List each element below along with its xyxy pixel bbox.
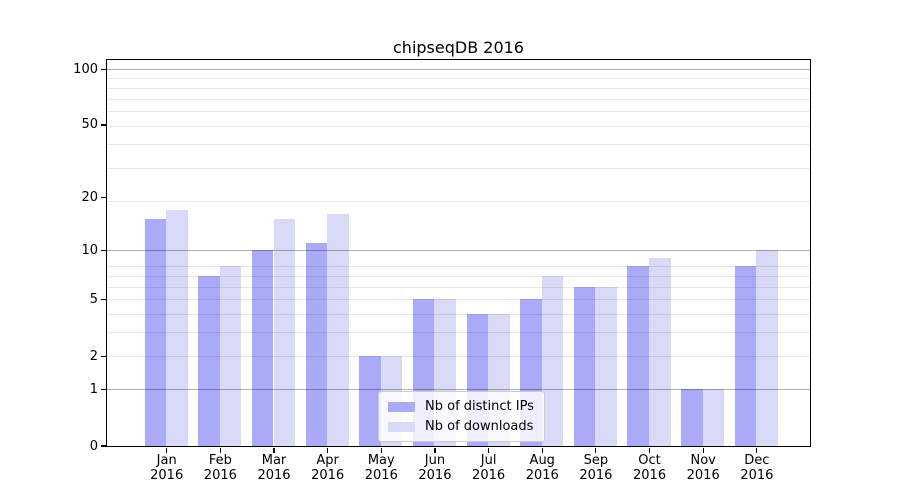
legend-swatch-downloads (388, 421, 415, 432)
x-tick-label-nov: Nov 2016 (686, 453, 720, 483)
y-tick-label-10: 10 (81, 242, 98, 258)
bar-may-distinct-ips (359, 355, 381, 446)
plot-area (105, 58, 811, 447)
x-tick-mark-apr (327, 447, 329, 453)
x-tick-label-jan: Jan 2016 (150, 453, 184, 483)
y-tick-mark-100 (100, 68, 106, 70)
bar-apr-distinct-ips (305, 242, 328, 446)
x-tick-mark-sep (595, 447, 597, 453)
x-tick-mark-nov (702, 447, 704, 453)
bar-mar-downloads (273, 219, 296, 446)
y-tick-mark-2 (100, 355, 106, 357)
y-tick-mark-1 (100, 388, 106, 390)
y-tick-label-5: 5 (89, 292, 98, 308)
legend-item-downloads: Nb of downloads (388, 419, 534, 434)
x-tick-mark-feb (219, 447, 221, 453)
x-tick-label-sep: Sep 2016 (579, 453, 613, 483)
x-tick-label-may: May 2016 (364, 453, 398, 483)
bar-mar-distinct-ips (251, 249, 274, 446)
legend-swatch-distinct-ips (388, 401, 415, 412)
legend-item-distinct-ips: Nb of distinct IPs (388, 399, 534, 414)
gridline-minor-39 (106, 144, 810, 146)
x-tick-label-aug: Aug 2016 (525, 453, 559, 483)
gridline-minor-49 (106, 126, 810, 128)
gridline-major-1 (106, 388, 810, 390)
bar-feb-distinct-ips (198, 275, 220, 446)
gridline-minor-6 (106, 286, 810, 288)
legend: Nb of distinct IPs Nb of downloads (378, 391, 545, 442)
x-tick-mark-jan (166, 447, 168, 453)
y-tick-label-1: 1 (89, 381, 98, 397)
x-tick-label-oct: Oct 2016 (633, 453, 667, 483)
gridline-minor-29 (106, 167, 810, 169)
gridline-minor-19 (106, 200, 810, 202)
bar-sep-downloads (595, 286, 617, 446)
y-tick-mark-10 (100, 249, 106, 251)
gridline-minor-5 (106, 299, 810, 301)
gridline-minor-59 (106, 111, 810, 113)
gridline-major-100 (106, 68, 810, 70)
y-tick-label-50: 50 (81, 117, 98, 133)
legend-label-downloads: Nb of downloads (425, 419, 534, 434)
bar-jan-downloads (166, 209, 188, 446)
bar-aug-downloads (541, 275, 564, 446)
x-tick-label-dec: Dec 2016 (740, 453, 774, 483)
bar-oct-distinct-ips (627, 266, 650, 446)
bar-oct-downloads (649, 257, 671, 446)
y-tick-mark-0 (100, 445, 106, 447)
bar-nov-downloads (702, 388, 725, 446)
gridline-major-10 (106, 249, 810, 251)
gridline-minor-79 (106, 87, 810, 89)
y-tick-mark-50 (100, 124, 106, 126)
bar-nov-distinct-ips (681, 388, 703, 446)
x-tick-mark-jun (434, 447, 436, 453)
bar-dec-distinct-ips (734, 266, 757, 446)
gridline-minor-3 (106, 332, 810, 334)
bar-feb-downloads (219, 266, 242, 446)
x-tick-label-jul: Jul 2016 (472, 453, 506, 483)
legend-label-distinct-ips: Nb of distinct IPs (425, 399, 534, 414)
x-tick-label-feb: Feb 2016 (203, 453, 237, 483)
y-tick-label-20: 20 (81, 189, 98, 205)
gridline-minor-7 (106, 275, 810, 277)
x-tick-mark-aug (541, 447, 543, 453)
y-tick-mark-5 (100, 299, 106, 301)
x-tick-mark-oct (648, 447, 651, 453)
x-tick-mark-may (380, 447, 382, 453)
y-tick-label-2: 2 (89, 348, 98, 364)
gridline-minor-89 (106, 78, 810, 80)
chart-title: chipseqDB 2016 (393, 38, 524, 57)
y-tick-label-0: 0 (89, 438, 98, 454)
x-tick-label-mar: Mar 2016 (257, 453, 291, 483)
bar-dec-downloads (756, 249, 778, 446)
bar-sep-distinct-ips (573, 286, 596, 446)
y-tick-label-100: 100 (73, 61, 98, 77)
gridline-minor-4 (106, 314, 810, 316)
x-tick-label-jun: Jun 2016 (418, 453, 452, 483)
gridline-minor-2 (106, 355, 810, 357)
bar-apr-downloads (327, 214, 349, 446)
gridline-minor-69 (106, 98, 810, 100)
x-tick-mark-dec (756, 447, 758, 453)
x-tick-mark-mar (273, 447, 275, 453)
gridline-minor-8 (106, 266, 810, 268)
y-tick-mark-20 (100, 196, 106, 198)
x-tick-mark-jul (488, 447, 490, 453)
x-tick-label-apr: Apr 2016 (311, 453, 345, 483)
bar-jan-distinct-ips (144, 219, 167, 446)
